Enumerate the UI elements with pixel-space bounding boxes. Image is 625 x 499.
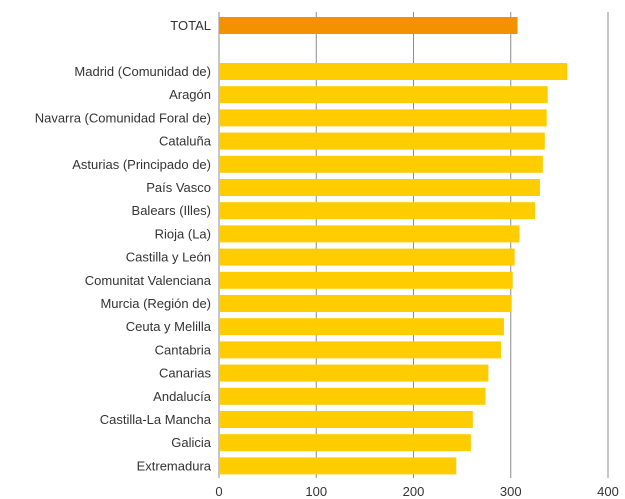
bars xyxy=(219,17,568,475)
bar-12 xyxy=(219,341,502,359)
bar-2 xyxy=(219,109,547,127)
bar-10 xyxy=(219,295,512,312)
bar-9 xyxy=(219,271,513,289)
gridlines xyxy=(218,12,609,478)
x-tick-label-0: 0 xyxy=(215,484,222,499)
bar-total xyxy=(219,17,518,34)
bar-8 xyxy=(219,248,515,266)
category-label-10: Murcia (Región de) xyxy=(100,296,211,311)
bar-13 xyxy=(219,364,489,382)
category-label-5: País Vasco xyxy=(146,180,211,195)
bar-0 xyxy=(219,63,568,80)
category-label-12: Cantabria xyxy=(155,342,212,357)
category-label-1: Aragón xyxy=(169,87,211,102)
x-tick-label-300: 300 xyxy=(500,484,522,499)
bar-15 xyxy=(219,411,473,428)
category-label-14: Andalucía xyxy=(153,389,212,404)
bar-17 xyxy=(219,457,457,475)
bar-6 xyxy=(219,202,536,220)
bar-5 xyxy=(219,179,540,196)
bar-1 xyxy=(219,86,548,104)
x-axis-ticks: 0 100 200 300 400 xyxy=(215,484,618,499)
category-labels: TOTAL Madrid (Comunidad de) Aragón Navarra … xyxy=(35,18,212,473)
bar-16 xyxy=(219,434,471,452)
x-tick-label-100: 100 xyxy=(305,484,327,499)
category-label-16: Galicia xyxy=(171,435,212,450)
category-label-total: TOTAL xyxy=(170,18,211,33)
category-label-17: Extremadura xyxy=(137,458,212,473)
category-label-9: Comunitat Valenciana xyxy=(85,273,212,288)
category-label-8: Castilla y León xyxy=(126,250,211,265)
x-tick-label-400: 400 xyxy=(597,484,619,499)
bar-14 xyxy=(219,387,486,405)
category-label-7: Rioja (La) xyxy=(155,226,211,241)
category-label-11: Ceuta y Melilla xyxy=(126,319,212,334)
category-label-4: Asturias (Principado de) xyxy=(72,157,211,172)
bar-11 xyxy=(219,318,504,336)
x-tick-label-200: 200 xyxy=(403,484,425,499)
category-label-3: Cataluña xyxy=(159,134,212,149)
bar-4 xyxy=(219,155,543,173)
category-label-2: Navarra (Comunidad Foral de) xyxy=(35,110,211,125)
bar-7 xyxy=(219,225,520,243)
category-label-6: Balears (Illes) xyxy=(132,203,211,218)
category-label-0: Madrid (Comunidad de) xyxy=(74,64,211,79)
bar-3 xyxy=(219,132,545,150)
category-label-15: Castilla-La Mancha xyxy=(100,412,212,427)
category-label-13: Canarias xyxy=(159,366,212,381)
